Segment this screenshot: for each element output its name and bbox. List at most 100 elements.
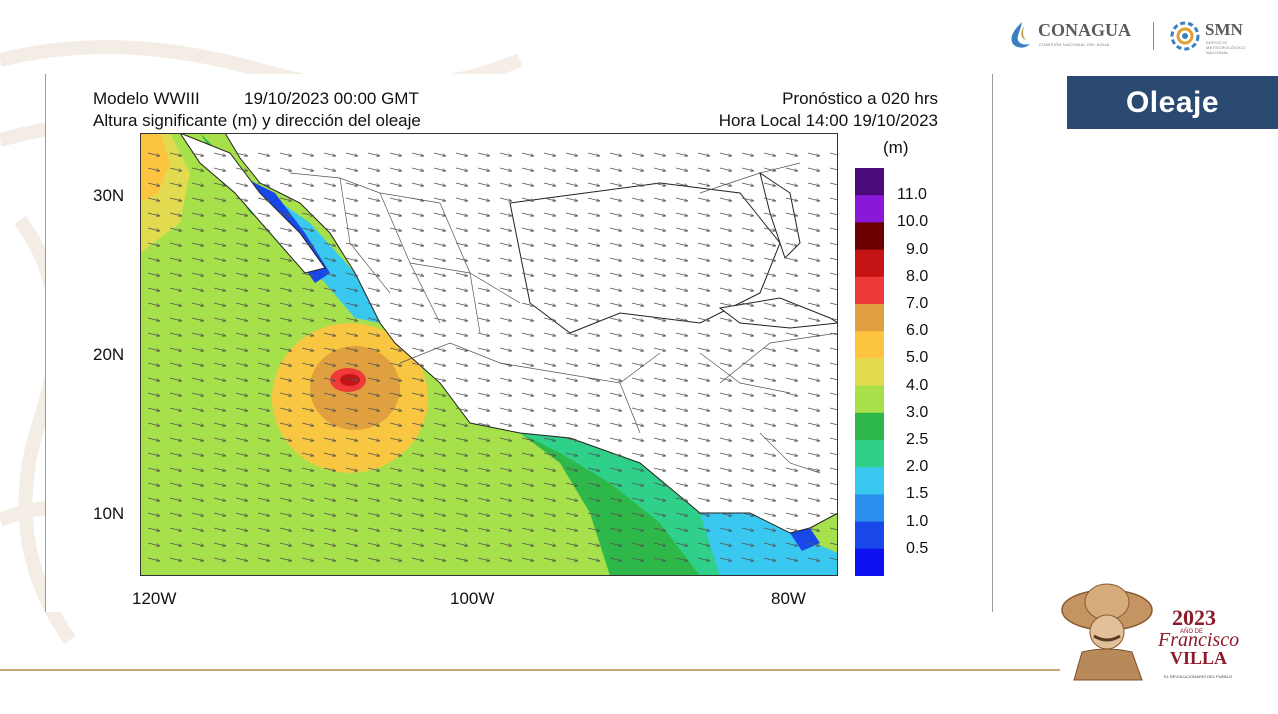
wave-arrow bbox=[697, 392, 710, 396]
wave-arrow bbox=[829, 392, 838, 396]
wave-arrow bbox=[257, 182, 270, 186]
wave-arrow bbox=[389, 197, 402, 201]
wave-arrow bbox=[477, 197, 490, 201]
wave-arrow bbox=[411, 467, 424, 471]
wave-arrow bbox=[697, 557, 710, 561]
wave-arrow bbox=[367, 542, 380, 546]
colorbar-segment bbox=[855, 521, 884, 550]
wave-arrow bbox=[785, 167, 798, 171]
wave-arrow bbox=[785, 362, 798, 366]
wave-arrow bbox=[609, 332, 622, 336]
wave-arrow bbox=[301, 452, 314, 456]
wave-arrow bbox=[653, 332, 666, 336]
wave-arrow bbox=[631, 467, 644, 471]
wave-arrow bbox=[235, 497, 248, 501]
wave-arrow bbox=[477, 482, 490, 486]
wave-arrow bbox=[411, 182, 424, 186]
wave-arrow bbox=[367, 287, 380, 291]
wave-arrow bbox=[433, 272, 446, 276]
wave-arrow bbox=[455, 452, 468, 456]
wave-arrow bbox=[697, 527, 710, 531]
wave-arrow bbox=[763, 332, 776, 336]
wave-arrow bbox=[477, 422, 490, 426]
wave-arrow bbox=[785, 347, 798, 351]
wave-arrow bbox=[389, 497, 402, 501]
wave-arrow bbox=[235, 302, 248, 306]
wave-arrow bbox=[147, 512, 160, 516]
wave-arrow bbox=[213, 242, 226, 246]
wave-arrow bbox=[609, 362, 622, 366]
wave-arrow bbox=[455, 542, 468, 546]
wave-arrow bbox=[345, 332, 358, 336]
wave-arrow bbox=[609, 302, 622, 306]
wave-arrow bbox=[521, 452, 534, 456]
wave-arrow bbox=[653, 182, 666, 186]
wave-arrow bbox=[235, 407, 248, 411]
wave-arrow bbox=[279, 467, 292, 471]
wave-arrow bbox=[433, 467, 446, 471]
wave-arrow bbox=[521, 212, 534, 216]
wave-arrow bbox=[235, 152, 248, 156]
wave-arrow bbox=[147, 257, 160, 261]
wave-arrow bbox=[433, 182, 446, 186]
model-name: Modelo WWIII bbox=[93, 89, 200, 108]
wave-arrow bbox=[477, 497, 490, 501]
wave-arrow bbox=[191, 347, 204, 351]
wave-arrow bbox=[719, 437, 732, 441]
wave-arrow bbox=[763, 287, 776, 291]
wave-arrow bbox=[279, 197, 292, 201]
wave-arrow bbox=[301, 512, 314, 516]
wave-arrow bbox=[169, 362, 182, 366]
wave-arrow bbox=[477, 287, 490, 291]
wave-arrow bbox=[213, 377, 226, 381]
wave-arrow bbox=[829, 347, 838, 351]
wave-zone-north-high bbox=[140, 133, 170, 203]
wave-arrow bbox=[741, 422, 754, 426]
wave-arrow bbox=[455, 392, 468, 396]
wave-arrow bbox=[499, 152, 512, 156]
wave-arrow bbox=[279, 242, 292, 246]
wave-arrow bbox=[389, 407, 402, 411]
colorbar-tick-label: 10.0 bbox=[897, 213, 929, 231]
wave-arrow bbox=[521, 512, 534, 516]
wave-arrow bbox=[609, 422, 622, 426]
wave-arrow bbox=[829, 557, 838, 561]
wave-arrow bbox=[147, 557, 160, 561]
wave-arrow bbox=[367, 557, 380, 561]
wave-arrow bbox=[719, 152, 732, 156]
wave-arrow bbox=[323, 242, 336, 246]
wave-arrow bbox=[763, 272, 776, 276]
wave-arrow bbox=[785, 422, 798, 426]
wave-arrow bbox=[367, 272, 380, 276]
wave-arrow bbox=[213, 482, 226, 486]
colorbar-tick-label: 4.0 bbox=[906, 376, 929, 394]
lon-label-80w: 80W bbox=[771, 589, 806, 608]
wave-arrow bbox=[587, 512, 600, 516]
wave-arrow bbox=[345, 452, 358, 456]
wave-arrow bbox=[499, 287, 512, 291]
wave-arrow bbox=[609, 227, 622, 231]
wave-arrow bbox=[741, 182, 754, 186]
wave-arrow bbox=[763, 452, 776, 456]
wave-arrow bbox=[169, 212, 182, 216]
wave-arrow bbox=[675, 152, 688, 156]
wave-arrow bbox=[411, 242, 424, 246]
wave-arrow bbox=[631, 317, 644, 321]
wave-arrow bbox=[785, 182, 798, 186]
wave-arrow bbox=[763, 497, 776, 501]
wave-arrow bbox=[455, 497, 468, 501]
wave-arrow bbox=[807, 467, 820, 471]
wave-arrow bbox=[389, 482, 402, 486]
wave-arrow bbox=[653, 467, 666, 471]
wave-arrow bbox=[499, 407, 512, 411]
wave-arrow bbox=[477, 302, 490, 306]
wave-arrow bbox=[411, 407, 424, 411]
wave-arrow bbox=[719, 167, 732, 171]
wave-arrow bbox=[521, 347, 534, 351]
wave-arrow bbox=[323, 392, 336, 396]
wave-arrow bbox=[631, 482, 644, 486]
wave-arrow bbox=[235, 347, 248, 351]
wave-arrow bbox=[191, 452, 204, 456]
wave-arrow bbox=[257, 332, 270, 336]
wave-arrow bbox=[521, 437, 534, 441]
